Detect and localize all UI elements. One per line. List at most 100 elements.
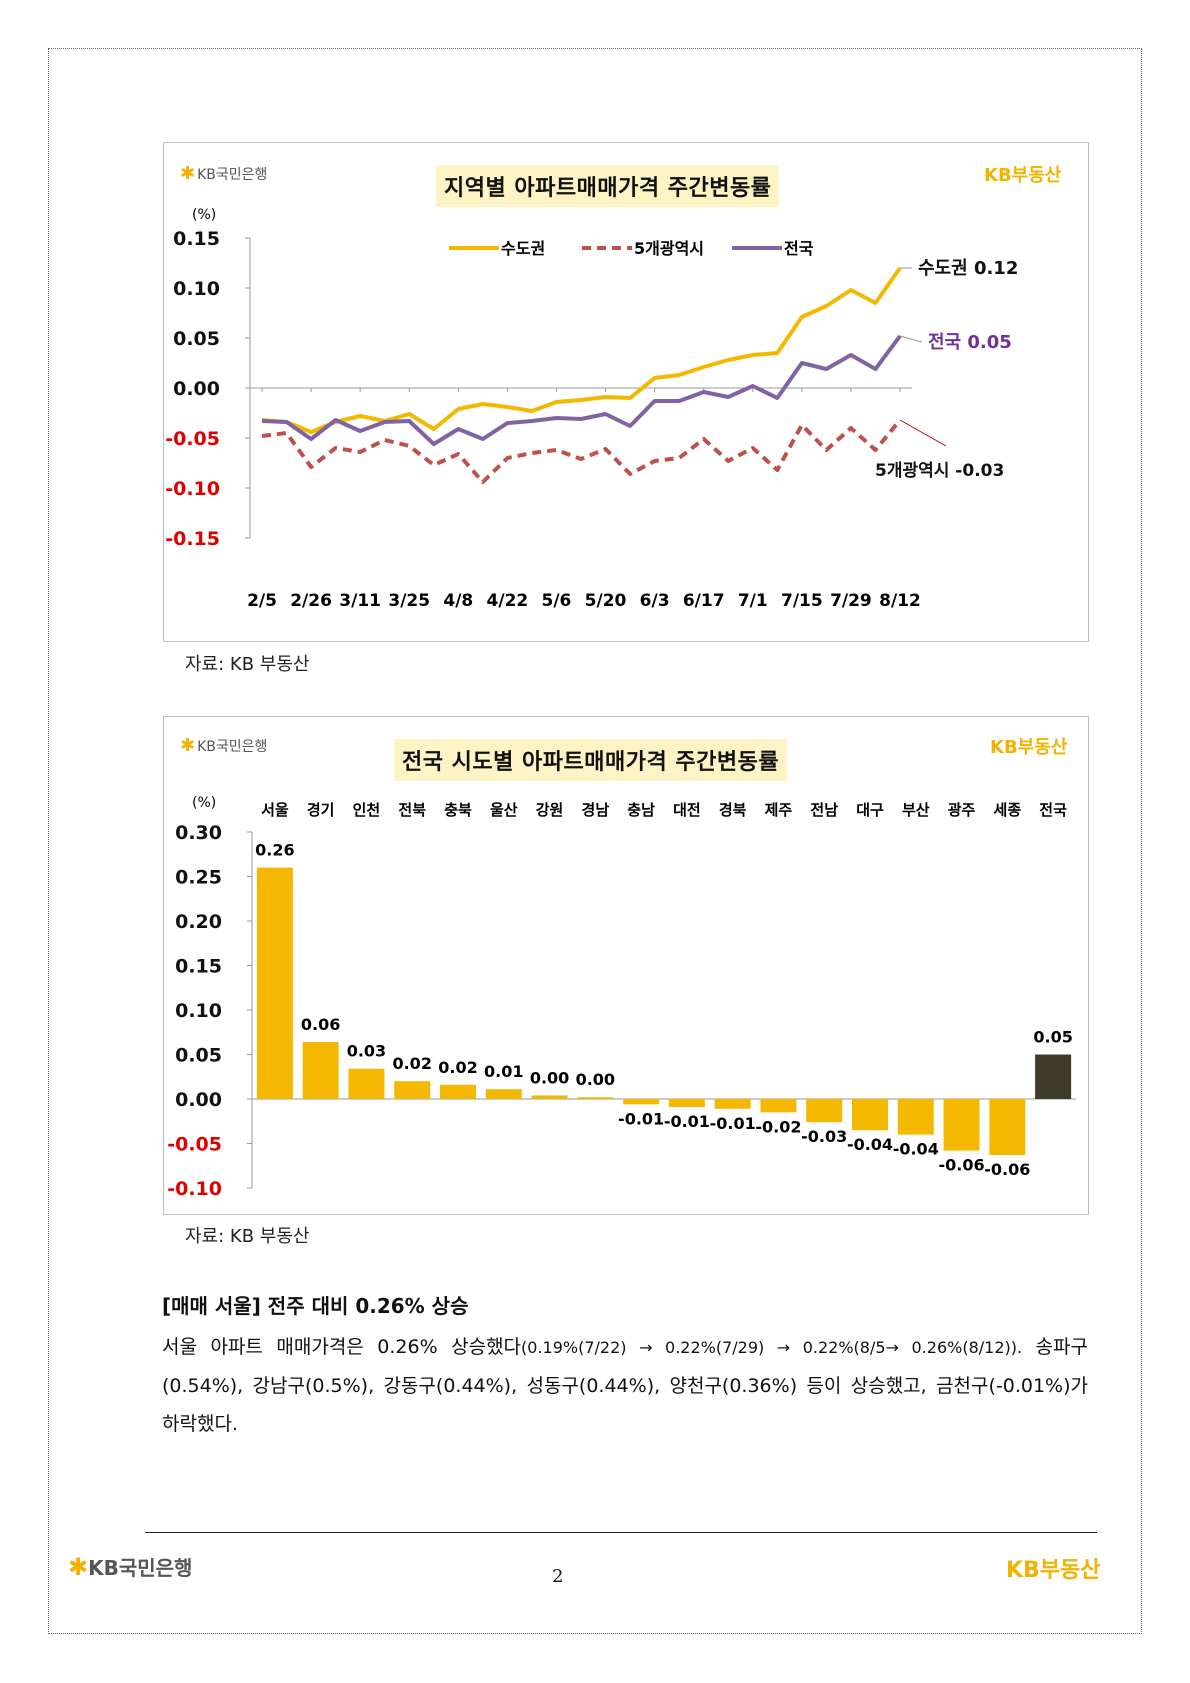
x-tick-label: 6/17 [683, 591, 725, 611]
para-part3: 송파구(0.54%), 강남구(0.5%), 강동구(0.44%), 성동구(0… [162, 1336, 1088, 1435]
footer-kb-realestate-logo: KB부동산 [1006, 1558, 1101, 1583]
footer-kb-bank-logo: ✱KB국민은행 [68, 1552, 192, 1581]
bar [256, 867, 293, 1099]
page-number: 2 [552, 1566, 564, 1587]
data-label: 0.26 [255, 841, 294, 860]
bar [897, 1099, 934, 1135]
chart2-source: 자료: KB 부동산 [185, 1226, 310, 1247]
body-paragraph: 서울 아파트 매매가격은 0.26% 상승했다(0.19%(7/22) → 0.… [162, 1328, 1088, 1443]
bar [394, 1081, 431, 1099]
kb-realestate-logo: KB부동산 [990, 737, 1068, 758]
bar [348, 1068, 385, 1099]
chart-title: 전국 시도별 아파트매매가격 주간변동률 [394, 739, 788, 781]
data-label: -0.06 [938, 1156, 984, 1175]
bar [302, 1042, 339, 1099]
data-label: -0.04 [847, 1135, 893, 1154]
page-frame [48, 48, 1142, 1634]
x-tick-label: 5/20 [585, 591, 627, 611]
y-tick-label: 0.00 [173, 378, 220, 400]
annotation-national: 전국 0.05 [928, 332, 1012, 353]
data-label: 0.06 [301, 1015, 340, 1034]
y-tick-label: 0.10 [173, 278, 220, 300]
kb-star-icon: ✱ [68, 1553, 89, 1581]
category-label: 충남 [627, 801, 655, 819]
bar [623, 1099, 660, 1105]
category-label: 서울 [261, 801, 289, 819]
bar [852, 1099, 888, 1131]
data-label: 0.00 [530, 1068, 569, 1087]
y-tick-label: 0.25 [175, 867, 222, 889]
bar [806, 1099, 843, 1123]
category-label: 부산 [902, 801, 930, 819]
data-label: -0.03 [801, 1127, 847, 1146]
bar [531, 1095, 568, 1099]
y-unit-label: (%) [192, 207, 216, 223]
legend-label-2: 전국 [784, 239, 814, 258]
category-label: 세종 [994, 801, 1022, 819]
category-label: 전북 [398, 801, 426, 819]
y-unit-label: (%) [192, 795, 216, 811]
kb-star-icon: ✱ [180, 163, 196, 184]
series-line-1 [261, 418, 902, 484]
bar-chart-province: ✱ KB국민은행 KB부동산 전국 시도별 아파트매매가격 주간변동률 (%) 0.… [163, 716, 1089, 1215]
x-tick-label: 7/15 [781, 591, 823, 611]
category-label: 강원 [536, 801, 564, 819]
category-label: 경북 [719, 801, 747, 819]
x-tick-label: 3/11 [339, 591, 381, 611]
y-tick-label: -0.10 [167, 1178, 222, 1200]
kb-bank-logo: ✱ KB국민은행 [180, 735, 267, 756]
y-tick-label: -0.15 [165, 528, 220, 550]
bar [440, 1084, 476, 1099]
bar [989, 1099, 1026, 1156]
para-part1: 서울 아파트 매매가격은 0.26% 상승했다 [162, 1336, 522, 1358]
kb-bank-logo-text: KB국민은행 [197, 167, 268, 183]
section-headline: [매매 서울] 전주 대비 0.26% 상승 [162, 1294, 469, 1318]
data-label: 0.01 [484, 1062, 523, 1081]
category-label: 경남 [582, 801, 610, 819]
chart1-source: 자료: KB 부동산 [185, 654, 310, 675]
x-tick-label: 5/6 [542, 591, 572, 611]
kb-realestate-logo: KB부동산 [984, 165, 1062, 186]
data-label: -0.04 [893, 1140, 939, 1159]
y-tick-label: 0.00 [175, 1089, 222, 1111]
y-tick-label: 0.15 [175, 956, 222, 978]
x-tick-label: 7/29 [830, 591, 872, 611]
data-label: 0.03 [347, 1042, 386, 1061]
legend-label-1: 5개광역시 [634, 239, 704, 258]
x-tick-label: 8/12 [879, 591, 921, 611]
line-chart-regional: ✱ KB국민은행 KB부동산 지역별 아파트매매가격 주간변동률 (%) 0.15 0… [163, 142, 1089, 642]
y-tick-label: 0.05 [175, 1045, 222, 1067]
bar [577, 1097, 614, 1099]
category-label: 울산 [490, 801, 518, 819]
footer-kb-bank-logo-text: KB국민은행 [88, 1556, 193, 1580]
annotation-leader [899, 335, 923, 343]
category-label: 인천 [353, 801, 381, 819]
data-label: -0.02 [755, 1117, 801, 1136]
chart-title: 지역별 아파트매매가격 주간변동률 [436, 165, 780, 207]
line-chart-svg: (%) 0.15 0.10 0.05 0.00 -0.05 -0.10 -0.15 2/5 2/2… [165, 207, 1018, 611]
category-label: 전남 [810, 801, 838, 819]
y-tick-label: 0.15 [173, 228, 220, 250]
y-tick-label: 0.20 [175, 911, 222, 933]
bar [485, 1089, 522, 1099]
x-tick-label: 4/8 [443, 591, 473, 611]
kb-bank-logo-text: KB국민은행 [197, 739, 268, 755]
data-label: 0.05 [1033, 1028, 1072, 1047]
data-label: -0.01 [618, 1109, 664, 1128]
x-tick-label: 6/3 [640, 591, 670, 611]
category-label: 광주 [948, 801, 976, 819]
annotation-metro: 5개광역시 -0.03 [875, 461, 1004, 481]
kb-star-icon: ✱ [180, 735, 196, 756]
y-tick-label: 0.30 [175, 822, 222, 844]
bar-chart-svg: (%) 0.30 0.25 0.20 0.15 0.10 0.05 0.00 -0.05 -0.1… [167, 795, 1076, 1200]
legend-label-0: 수도권 [501, 239, 545, 258]
y-tick-label: 0.05 [173, 328, 220, 350]
data-label: -0.01 [664, 1112, 710, 1131]
annotation-sudogwon: 수도권 0.12 [918, 258, 1018, 279]
para-part2: (0.19%(7/22) → 0.22%(7/29) → 0.22%(8/5→ … [521, 1338, 1023, 1357]
y-tick-label: 0.10 [175, 1000, 222, 1022]
kb-bank-logo: ✱ KB국민은행 [180, 163, 267, 184]
category-label: 경기 [307, 801, 335, 819]
x-tick-label: 7/1 [738, 591, 768, 611]
bar [760, 1099, 797, 1113]
